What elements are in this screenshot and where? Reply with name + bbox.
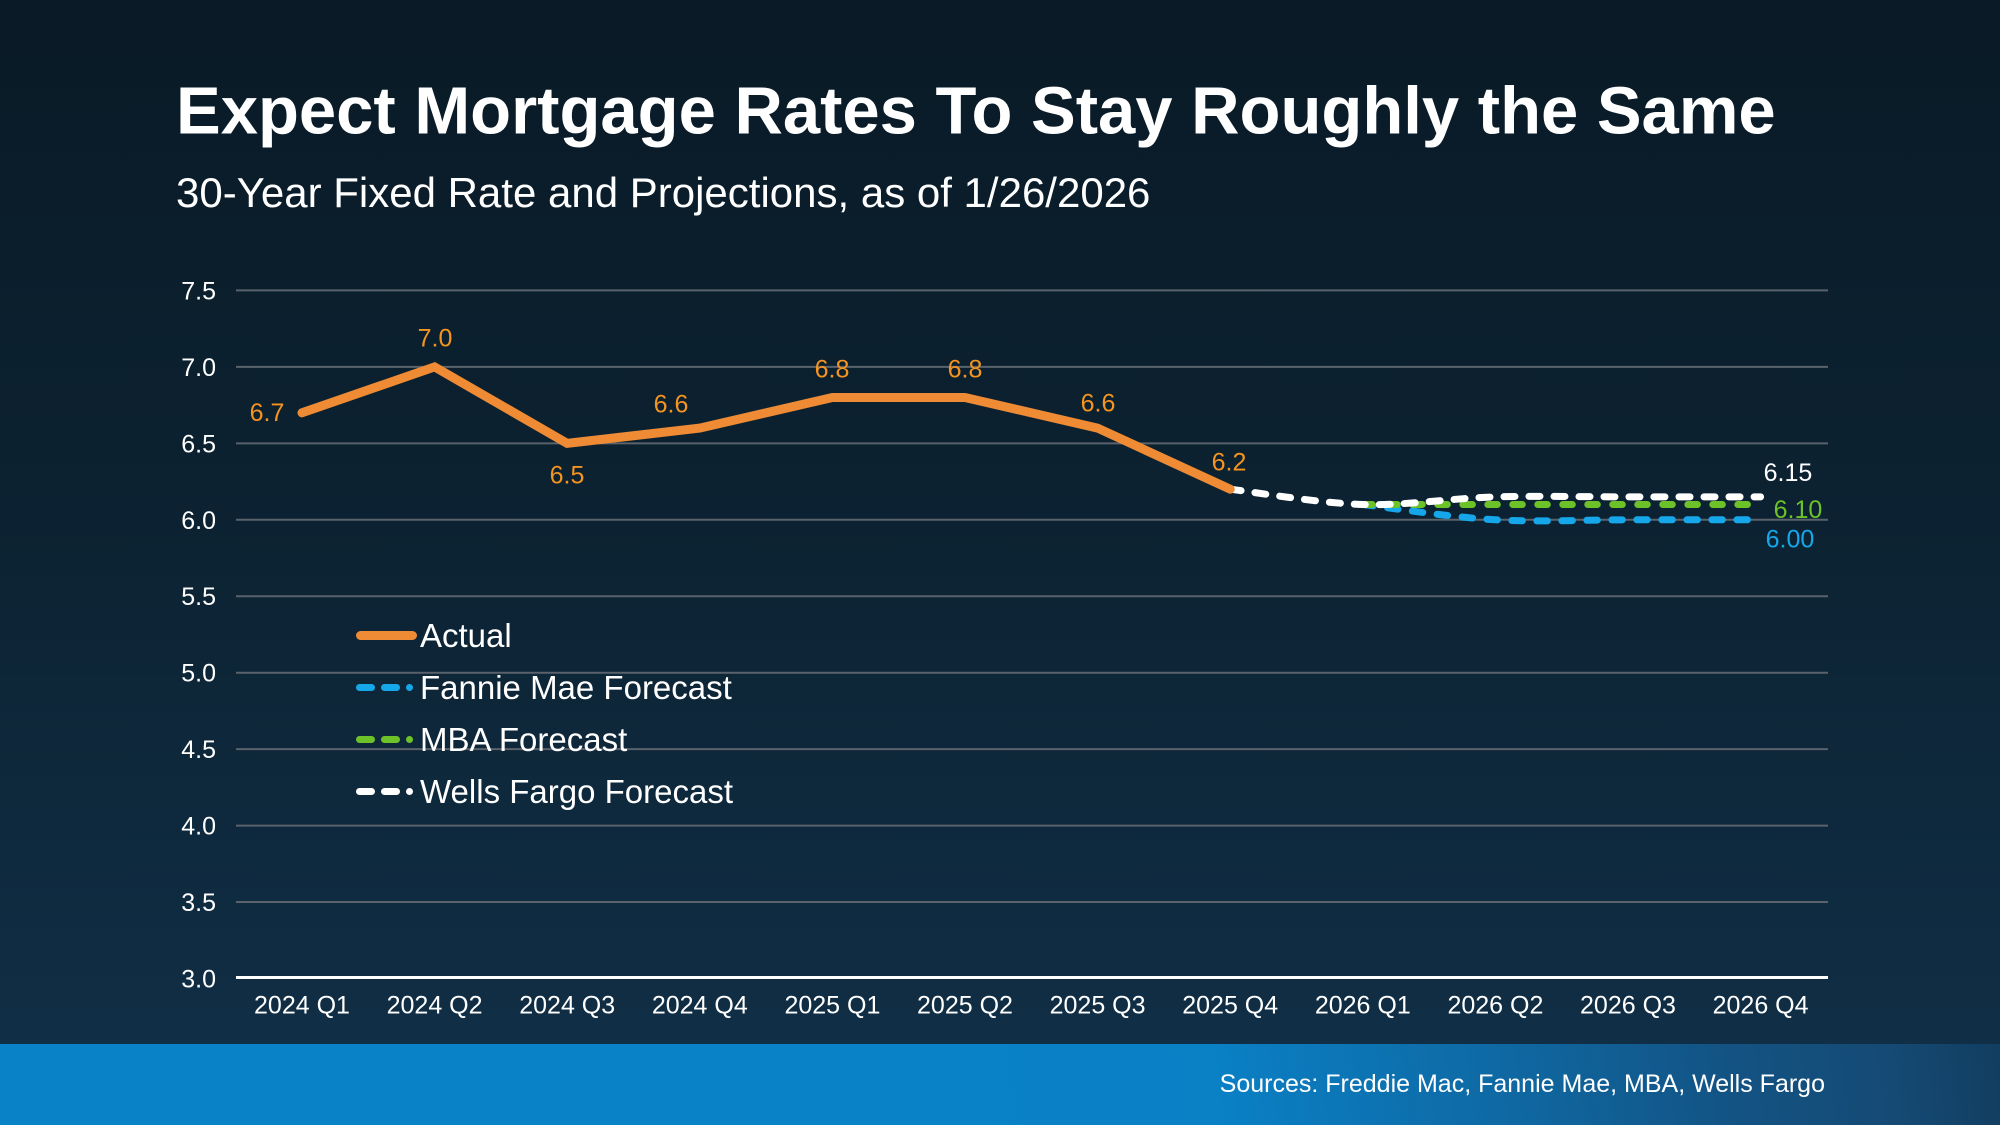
svg-text:6.0: 6.0	[181, 507, 216, 535]
svg-text:3.5: 3.5	[181, 889, 216, 917]
svg-text:2024 Q3: 2024 Q3	[519, 992, 615, 1020]
svg-text:6.5: 6.5	[181, 430, 216, 458]
svg-text:6.7: 6.7	[250, 399, 285, 427]
svg-text:6.6: 6.6	[1081, 390, 1116, 418]
svg-text:2026 Q4: 2026 Q4	[1713, 992, 1809, 1020]
svg-text:30-Year Fixed Rate and Project: 30-Year Fixed Rate and Projections, as o…	[176, 169, 1150, 216]
svg-text:2026 Q3: 2026 Q3	[1580, 992, 1676, 1020]
svg-text:3.0: 3.0	[181, 966, 216, 994]
svg-text:6.15: 6.15	[1764, 459, 1813, 487]
svg-text:Expect Mortgage Rates To Stay: Expect Mortgage Rates To Stay Roughly th…	[176, 74, 1776, 149]
svg-text:2025 Q2: 2025 Q2	[917, 992, 1013, 1020]
svg-text:6.8: 6.8	[948, 356, 983, 384]
svg-text:5.5: 5.5	[181, 583, 216, 611]
svg-text:6.8: 6.8	[815, 356, 850, 384]
svg-text:2025 Q4: 2025 Q4	[1182, 992, 1278, 1020]
svg-text:Actual: Actual	[420, 617, 512, 654]
svg-text:2024 Q1: 2024 Q1	[254, 992, 350, 1020]
svg-text:7.5: 7.5	[181, 277, 216, 305]
svg-text:6.6: 6.6	[654, 391, 689, 419]
svg-text:Wells Fargo Forecast: Wells Fargo Forecast	[420, 773, 733, 810]
svg-text:4.5: 4.5	[181, 736, 216, 764]
svg-text:2026 Q1: 2026 Q1	[1315, 992, 1411, 1020]
svg-text:7.0: 7.0	[418, 325, 453, 353]
svg-text:Sources: Freddie Mac, Fannie M: Sources: Freddie Mac, Fannie Mae, MBA, W…	[1220, 1070, 1825, 1098]
svg-text:4.0: 4.0	[181, 813, 216, 841]
svg-text:5.0: 5.0	[181, 660, 216, 688]
svg-text:2025 Q1: 2025 Q1	[784, 992, 880, 1020]
svg-text:2024 Q2: 2024 Q2	[387, 992, 483, 1020]
svg-text:6.5: 6.5	[550, 462, 585, 490]
svg-text:6.2: 6.2	[1212, 449, 1247, 477]
svg-text:7.0: 7.0	[181, 354, 216, 382]
svg-text:MBA Forecast: MBA Forecast	[420, 721, 627, 758]
svg-text:2025 Q3: 2025 Q3	[1050, 992, 1146, 1020]
svg-text:6.00: 6.00	[1766, 526, 1815, 554]
svg-text:2024 Q4: 2024 Q4	[652, 992, 748, 1020]
svg-text:Fannie Mae Forecast: Fannie Mae Forecast	[420, 669, 732, 706]
svg-text:6.10: 6.10	[1774, 496, 1823, 524]
svg-text:2026 Q2: 2026 Q2	[1447, 992, 1543, 1020]
